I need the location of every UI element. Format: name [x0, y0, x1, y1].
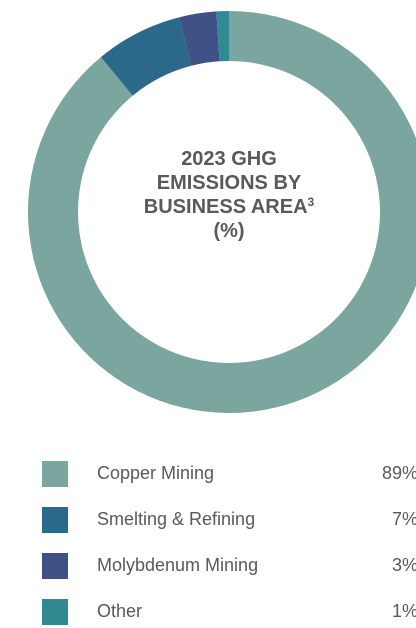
legend-label: Copper Mining: [97, 463, 214, 483]
legend-swatch: [42, 599, 68, 625]
legend-swatch: [42, 553, 68, 579]
title-footnote: 3: [307, 195, 315, 209]
value-label: 7%: [392, 509, 416, 529]
legend-swatch: [42, 507, 68, 533]
legend-label: Smelting & Refining: [97, 509, 255, 529]
legend-swatch: [42, 461, 68, 487]
title-text: 2023 GHG EMISSIONS BY BUSINESS AREA: [143, 148, 308, 218]
title-unit: (%): [213, 220, 245, 242]
donut-slice: [179, 11, 220, 66]
value-label: 89%: [382, 463, 416, 483]
legend-label: Other: [97, 601, 142, 621]
legend-label: Molybdenum Mining: [97, 555, 258, 575]
donut-slice: [100, 17, 192, 96]
chart-title: 2023 GHG EMISSIONS BY BUSINESS AREA3 (%): [129, 147, 329, 243]
value-label: 1%: [392, 601, 416, 621]
value-label: 3%: [392, 555, 416, 575]
donut-slice: [216, 11, 229, 62]
